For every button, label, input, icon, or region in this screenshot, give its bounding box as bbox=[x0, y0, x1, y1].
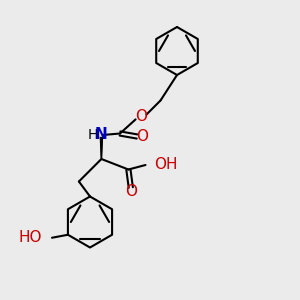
Text: O: O bbox=[135, 110, 147, 124]
Text: O: O bbox=[125, 184, 137, 200]
Text: OH: OH bbox=[154, 158, 177, 172]
Text: HO: HO bbox=[19, 230, 42, 245]
Text: H: H bbox=[88, 128, 98, 142]
Text: O: O bbox=[136, 129, 148, 144]
Text: N: N bbox=[95, 128, 108, 142]
